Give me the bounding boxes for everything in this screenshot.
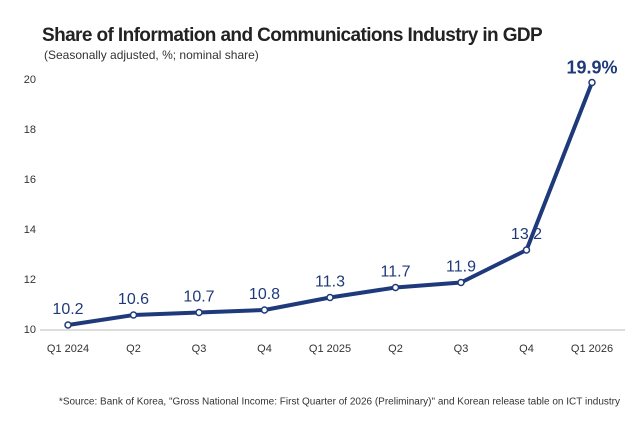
x-tick-label: Q3 xyxy=(192,343,207,355)
y-tick-label: 14 xyxy=(24,224,36,236)
data-point xyxy=(522,246,531,254)
y-tick-label: 12 xyxy=(24,274,36,286)
value-label: 11.3 xyxy=(315,274,345,291)
data-point xyxy=(129,311,138,319)
value-label: 19.9% xyxy=(566,57,617,77)
data-point xyxy=(457,278,465,287)
x-tick-label: Q4 xyxy=(519,343,534,355)
value-label: 10.6 xyxy=(118,291,149,308)
value-label: 11.7 xyxy=(381,264,411,281)
x-tick-label: Q1 2025 xyxy=(309,343,351,355)
source-note: *Source: Bank of Korea, "Gross National … xyxy=(59,397,620,408)
x-tick-label: Q2 xyxy=(126,343,141,355)
data-point xyxy=(391,283,400,292)
chart-subtitle: (Seasonally adjusted, %; nominal share) xyxy=(44,48,259,62)
y-tick-label: 10 xyxy=(24,324,36,336)
data-point xyxy=(326,293,334,302)
x-tick-label: Q4 xyxy=(257,343,272,355)
y-tick-label: 18 xyxy=(24,124,36,136)
y-tick-label: 16 xyxy=(24,174,36,186)
x-tick-label: Q3 xyxy=(454,343,469,355)
x-tick-label: Q2 xyxy=(388,343,403,355)
value-label: 10.7 xyxy=(183,289,214,306)
data-point xyxy=(64,321,72,329)
value-label: 11.9 xyxy=(446,259,476,276)
chart-title: Share of Information and Communications … xyxy=(42,25,543,46)
x-tick-label: Q1 2024 xyxy=(47,343,89,355)
y-tick-label: 20 xyxy=(24,74,36,86)
data-point xyxy=(195,308,203,317)
data-point xyxy=(260,306,269,314)
value-label: 13.2 xyxy=(511,226,542,243)
value-label: 10.2 xyxy=(52,301,83,318)
data-point xyxy=(588,78,596,87)
value-label: 10.8 xyxy=(249,286,280,303)
x-tick-label: Q1 2026 xyxy=(571,343,613,355)
